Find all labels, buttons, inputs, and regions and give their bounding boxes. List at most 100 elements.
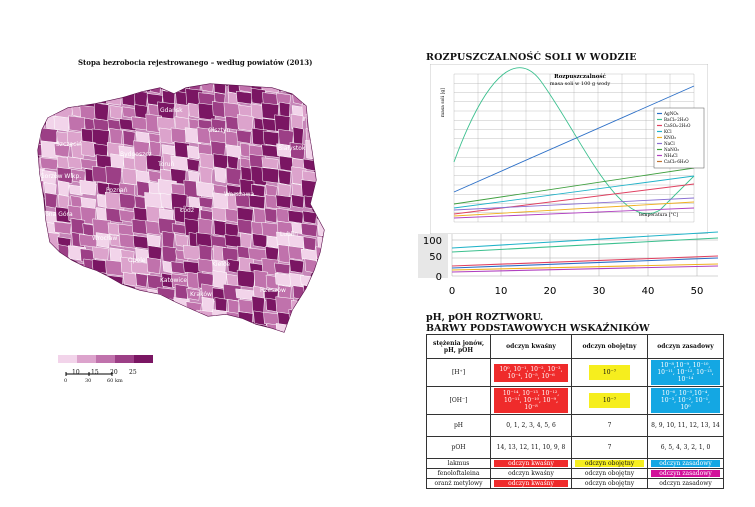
district-region [159,340,176,345]
neutral-cell: odczyn obojętny [584,480,635,487]
city-label: Gorzów Wlkp. [40,173,81,180]
base-cell: 8, 9, 10, 11, 12, 13, 14 [647,414,724,437]
district-region [209,339,227,345]
district-region [123,322,138,332]
district-region [302,210,317,225]
district-region [58,285,70,303]
district-region [79,84,100,96]
district-region [121,106,137,119]
district-region [135,272,148,288]
district-region [287,84,307,93]
zoom-x-tick: 30 [593,286,606,297]
series-line [453,67,695,214]
legend-entry: CaSO₄·2H₂O [664,123,691,128]
district-region [53,87,72,105]
district-region [79,179,97,196]
district-region [172,322,187,332]
legend-swatch [96,355,115,363]
district-region [70,272,83,290]
district-region [291,299,307,316]
district-region [236,129,252,144]
district-region [135,340,150,345]
district-region [121,90,136,107]
district-region [278,169,292,186]
district-region [149,337,162,345]
district-region [171,310,187,327]
district-region [316,183,324,198]
district-region [95,297,109,313]
series-line [451,255,719,267]
series-line [451,257,719,269]
inset-title: Rozpuszczalność [554,73,606,80]
district-region [28,338,46,345]
series-line [453,207,695,219]
district-region [236,339,252,345]
district-region [41,325,59,332]
district-region [289,322,304,332]
district-region [326,78,330,94]
city-label: Poznań [106,187,128,194]
city-label: Rzeszów [260,287,286,294]
table-header-row: stężenia jonów, pH, pOH odczyn kwaśny od… [426,334,724,359]
legend-entry: KNO₃ [664,135,676,140]
district-region [186,158,200,172]
legend-tick: 20 [110,369,118,376]
district-region [225,167,242,186]
district-region [329,223,330,234]
city-label: Bydgoszcz [120,151,152,158]
district-region [301,104,317,120]
header-cell: stężenia jonów, pH, pOH [426,334,491,359]
district-region [287,209,304,224]
district-region [261,157,279,170]
district-region [317,275,324,290]
legend-entry: AgNO₃ [663,111,679,116]
district-region [94,84,110,93]
district-region [119,287,137,302]
row-label: [OH⁻] [426,386,491,415]
district-region [171,223,187,235]
district-region [329,182,330,198]
district-region [119,84,136,92]
district-region [303,195,319,210]
city-markers: Gdańsk Olsztyn Szczecin Białystok Bydgos… [34,107,306,298]
district-region [44,259,59,276]
district-region [56,325,73,332]
district-region [38,84,44,93]
district-region [38,88,45,107]
district-region [38,298,46,313]
district-region [302,236,317,251]
series-line [453,201,695,217]
table-row: lakmus odczyn kwaśny odczyn obojętny odc… [426,458,724,469]
map-scale-bar: 0 30 60 km [64,372,134,385]
district-region [186,288,201,301]
city-label: Warszawa [224,191,255,198]
district-region [313,139,324,157]
city-label: Opole [128,257,146,264]
acid-cell: 10⁻¹⁴, 10⁻¹³, 10⁻¹², 10⁻¹¹, 10⁻¹⁰, 10⁻⁹,… [494,388,568,413]
ph-section-title: pH, pOH ROZTWORU. BARWY PODSTAWOWYCH WSK… [426,312,650,334]
district-region [105,259,125,277]
zoom-series [451,231,719,273]
base-cell: 10⁻⁸,10⁻⁹, 10⁻¹⁰, 10⁻¹¹, 10⁻¹², 10⁻¹³, 1… [651,360,720,385]
table-row: [H⁺] 10⁰, 10⁻¹, 10⁻², 10⁻³, 10⁻⁴, 10⁻⁵, … [426,358,724,387]
district-region [292,91,304,105]
inset-subtitle: masa soli w 100 g wody [550,81,611,87]
district-region [264,207,278,224]
district-region [38,313,45,330]
district-region [145,312,163,327]
series-line [451,265,719,273]
poland-unemployment-map: Gdańsk Olsztyn Szczecin Białystok Bydgos… [28,78,330,345]
solubility-zoom-chart: 100 50 0 0 10 20 30 40 50 [418,231,719,297]
district-region [53,115,70,132]
district-region [315,337,330,345]
district-region [170,261,187,275]
series-line [453,197,695,211]
base-cell: odczyn zasadowy [659,480,712,487]
district-region [68,325,86,332]
district-region [93,143,109,158]
scale-tick: 30 [85,378,92,384]
series-line [453,175,695,209]
district-region [106,300,125,316]
district-region [252,339,267,345]
district-region [80,140,96,158]
